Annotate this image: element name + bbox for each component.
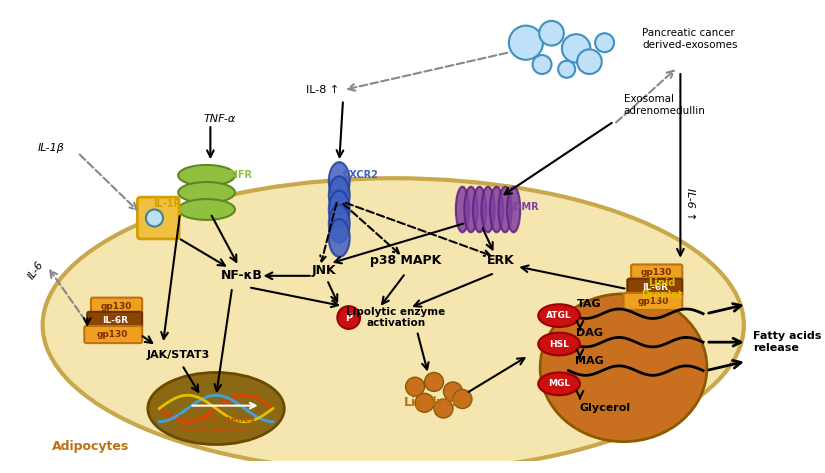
Text: ATGL: ATGL [546,311,572,320]
Text: CXCR2: CXCR2 [342,170,378,180]
Text: Lipid
Droplet: Lipid Droplet [641,278,682,300]
Ellipse shape [533,55,552,74]
Ellipse shape [329,191,350,228]
Text: gp130: gp130 [97,330,129,339]
Text: Glycerol: Glycerol [579,403,630,413]
Ellipse shape [453,390,472,409]
Text: IL-6R: IL-6R [642,283,667,292]
Ellipse shape [148,372,285,445]
Ellipse shape [415,394,434,412]
Ellipse shape [498,187,512,232]
Text: MAG: MAG [575,356,604,366]
Ellipse shape [178,199,235,220]
FancyBboxPatch shape [87,312,142,329]
Text: IL-6 ↑: IL-6 ↑ [685,188,695,220]
Ellipse shape [146,210,163,227]
Ellipse shape [562,34,591,62]
Ellipse shape [578,49,601,74]
Text: p38 MAPK: p38 MAPK [370,254,441,267]
Ellipse shape [444,382,463,401]
Ellipse shape [490,187,503,232]
Ellipse shape [540,21,563,45]
Ellipse shape [329,205,350,243]
FancyBboxPatch shape [624,293,682,310]
Ellipse shape [473,187,486,232]
Text: TNFR: TNFR [224,170,253,180]
Ellipse shape [482,187,495,232]
Ellipse shape [329,219,350,257]
Text: gp130: gp130 [101,302,132,311]
Ellipse shape [507,187,521,232]
FancyBboxPatch shape [84,326,142,343]
Ellipse shape [538,333,580,355]
Text: Fatty acids
release: Fatty acids release [753,332,822,353]
Ellipse shape [329,176,350,214]
FancyBboxPatch shape [138,197,179,239]
Text: ADMR: ADMR [507,201,540,211]
Ellipse shape [509,26,543,60]
Ellipse shape [425,372,444,392]
Ellipse shape [43,178,744,472]
Ellipse shape [455,187,469,232]
Ellipse shape [595,33,614,52]
Text: JAK/STAT3: JAK/STAT3 [147,350,210,360]
Text: NF-κB: NF-κB [221,269,262,282]
FancyBboxPatch shape [631,264,682,281]
Text: TNF-α: TNF-α [204,114,236,123]
FancyBboxPatch shape [91,298,142,315]
Ellipse shape [178,165,235,186]
FancyBboxPatch shape [627,279,682,296]
Text: IL-6R: IL-6R [101,316,128,325]
Ellipse shape [538,372,580,395]
Ellipse shape [464,187,478,232]
Text: Pancreatic cancer
derived-exosomes: Pancreatic cancer derived-exosomes [643,28,738,50]
Ellipse shape [406,377,425,396]
Text: HSL: HSL [549,340,569,349]
Ellipse shape [337,306,360,329]
Text: gp130: gp130 [641,269,672,278]
Text: ERK: ERK [487,254,514,267]
Text: Lipolytic genes
Transcription ↑: Lipolytic genes Transcription ↑ [177,415,255,434]
Text: Adipocytes: Adipocytes [52,440,130,453]
Text: P: P [345,313,352,323]
Text: Lipolysis: Lipolysis [403,396,464,409]
Ellipse shape [538,304,580,327]
Text: DAG: DAG [576,328,603,338]
Text: Exosomal
adrenomedullin: Exosomal adrenomedullin [624,95,705,116]
Ellipse shape [178,182,235,203]
Ellipse shape [559,61,575,78]
Text: IL-8 ↑: IL-8 ↑ [306,85,339,95]
Ellipse shape [329,162,350,200]
Text: IL-1β: IL-1β [38,143,64,153]
Text: TAG: TAG [578,299,601,309]
Text: MGL: MGL [548,379,570,388]
Ellipse shape [540,294,707,442]
Ellipse shape [434,399,453,418]
Text: IL-6: IL-6 [26,259,45,281]
Text: Lipolytic enzyme
activation: Lipolytic enzyme activation [346,307,446,328]
Text: IL-1R: IL-1R [153,199,181,209]
Text: gp130: gp130 [637,297,668,306]
Text: JNK: JNK [312,263,337,277]
